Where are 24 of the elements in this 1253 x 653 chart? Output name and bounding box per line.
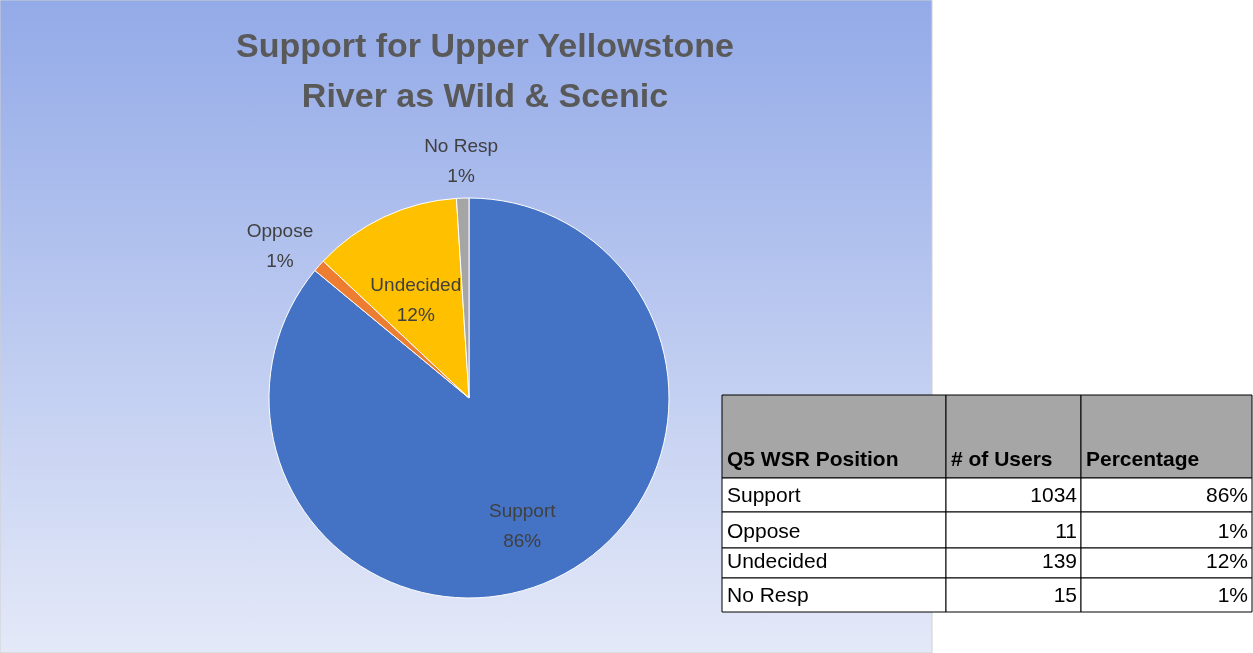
data-label: 86% xyxy=(503,530,542,552)
text: 1034 xyxy=(1030,483,1078,506)
text: Q5 WSR Position xyxy=(727,447,899,470)
category-label: No Resp xyxy=(727,583,809,606)
text: # of Users xyxy=(951,447,1053,470)
slice-label: Support xyxy=(488,500,557,522)
text: 12% xyxy=(1205,549,1248,572)
text: 86% xyxy=(1205,483,1248,506)
text: 1% xyxy=(1217,583,1248,606)
text: 1% xyxy=(1217,519,1248,542)
chart-title: Support for Upper Yellowstone River as Wild & Scenic xyxy=(235,26,735,114)
category-label: Undecided xyxy=(727,549,828,572)
slice-label: Oppose xyxy=(246,220,314,242)
data-label: 12% xyxy=(396,303,435,325)
slice-label: No Resp xyxy=(424,135,499,157)
text: 11 xyxy=(1055,519,1077,542)
data-label: 1% xyxy=(266,250,294,272)
text: 15 xyxy=(1053,583,1077,606)
data-label: 1% xyxy=(447,165,475,187)
text: Percentage xyxy=(1086,447,1200,470)
text: 139 xyxy=(1041,549,1077,572)
slice-label: Undecided xyxy=(370,273,462,295)
category-label: Oppose xyxy=(727,519,801,542)
slice-label: Support xyxy=(727,483,801,506)
